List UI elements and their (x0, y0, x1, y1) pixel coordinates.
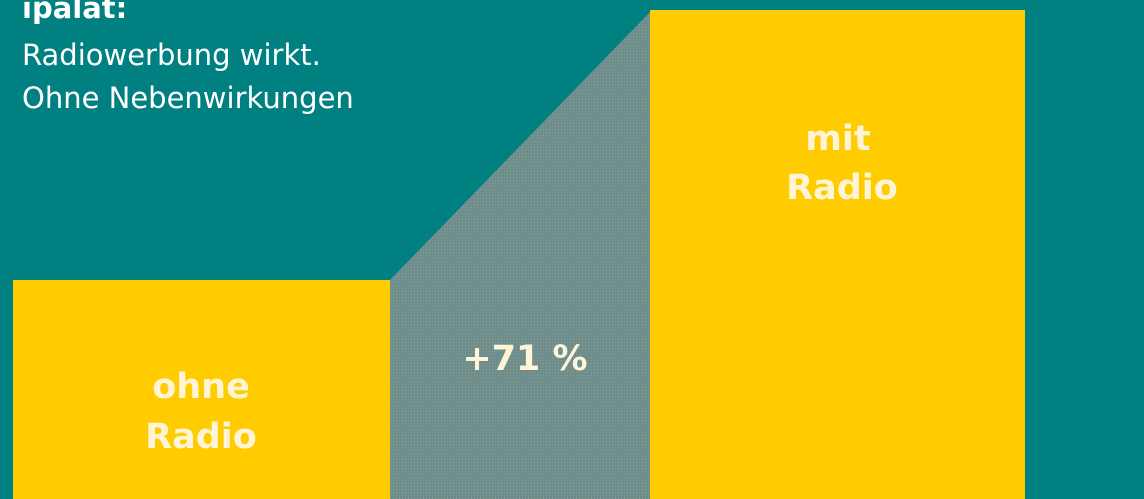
header-title: ipalat: (22, 0, 127, 25)
bar-label: Radio (145, 417, 257, 457)
growth-wedge (390, 12, 650, 499)
bar-label: mit (805, 119, 870, 159)
annotation: +71 % (462, 339, 587, 379)
bar-mit-radio (650, 10, 1025, 499)
header-line: Ohne Nebenwirkungen (22, 81, 354, 115)
bar-label: Radio (786, 168, 898, 208)
bar-ohne-radio (13, 280, 390, 499)
bar-label: ohne (152, 367, 250, 407)
header-line: Radiowerbung wirkt. (22, 38, 321, 72)
